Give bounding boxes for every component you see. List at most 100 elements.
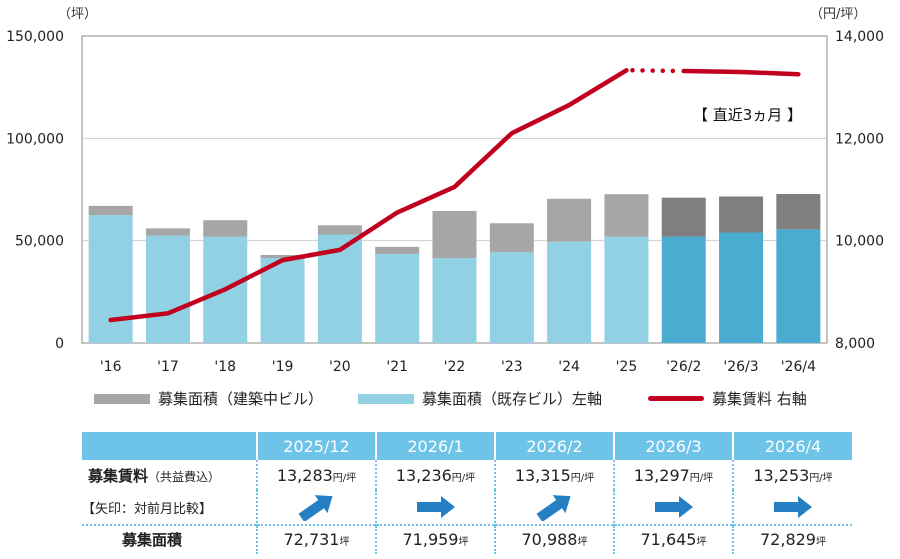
legend-swatch-construction (94, 393, 150, 404)
x-tick-label: '22 (444, 359, 466, 375)
legend-item-existing: 募集面積（既存ビル）左軸 (358, 388, 602, 409)
trend-arrow-icon (774, 496, 812, 519)
arrow-shape (298, 495, 333, 522)
bar-existing (489, 251, 534, 343)
arrow-right-shape (654, 496, 693, 519)
area-value: 70,988 (521, 530, 578, 550)
rent-unit: 円/坪 (689, 472, 714, 484)
area-value-cell: 72,829坪 (732, 523, 852, 554)
bar-construction (489, 223, 534, 252)
arrow-shape (774, 496, 812, 519)
trend-arrow-icon (416, 496, 455, 519)
trend-arrow-cell (732, 490, 852, 525)
trend-arrow-icon (536, 495, 571, 522)
bar-construction (719, 196, 764, 233)
rent-line-recent (681, 68, 801, 77)
area-label: 募集面積 (82, 523, 257, 554)
left-axis-unit: （坪） (58, 7, 97, 22)
area-value: 71,645 (640, 530, 697, 550)
bar-construction (547, 198, 592, 242)
chart: 0 50,000 100,000 150,000 8,000 10,000 12,000 14… (6, 7, 884, 375)
bars (88, 194, 821, 343)
x-tick-label: '21 (386, 359, 408, 375)
legend-label-rent: 募集賃料 右軸 (712, 390, 807, 408)
bar-construction (203, 220, 248, 237)
rent-line (108, 68, 801, 323)
rent-value: 13,236 (395, 465, 452, 485)
bar-construction (145, 228, 190, 236)
x-tick-label: '25 (616, 359, 638, 375)
month-header: 2026/3 (613, 432, 733, 461)
bar-construction (317, 225, 362, 235)
bar-construction (260, 254, 305, 259)
right-tick-label: 10,000 (835, 234, 884, 250)
rent-label: 募集賃料（共益費込） (82, 460, 257, 490)
area-value-cell: 71,959坪 (375, 523, 495, 554)
bar-existing (88, 215, 133, 343)
x-tick-label: '26/4 (781, 359, 816, 375)
right-tick-label: 14,000 (835, 29, 884, 45)
area-value-cell: 72,731坪 (256, 523, 376, 554)
bar-existing (776, 229, 821, 343)
rent-value-cell: 13,315円/坪 (494, 460, 614, 491)
legend-label-construction: 募集面積（建築中ビル） (158, 390, 324, 408)
area-unit: 坪 (815, 537, 826, 549)
trend-arrow-cell (256, 490, 376, 525)
right-tick-label: 8,000 (835, 336, 875, 352)
x-tick-label: '18 (214, 359, 236, 375)
rent-value-cell: 13,283円/坪 (256, 460, 376, 491)
arrow-label-text: 【矢印：対前月比較】 (82, 501, 213, 517)
trend-arrow-icon (654, 496, 693, 519)
area-value: 72,731 (283, 530, 340, 550)
bar-construction (375, 246, 420, 254)
rent-value-cell: 13,236円/坪 (375, 460, 495, 491)
rent-value: 13,253 (753, 465, 810, 485)
arrow-up-right-shape (536, 495, 571, 522)
arrow-row: 【矢印：対前月比較】 (82, 490, 852, 525)
rent-value: 13,297 (633, 465, 690, 485)
bar-existing (260, 258, 305, 343)
area-unit: 坪 (458, 537, 469, 549)
arrow-shape (536, 495, 571, 522)
legend-swatch-existing (358, 393, 414, 404)
bar-construction (661, 197, 706, 237)
bar-existing (432, 258, 477, 343)
trend-arrow-cell (375, 490, 495, 525)
x-tick-label: '16 (100, 359, 122, 375)
rent-value-cell: 13,297円/坪 (613, 460, 733, 491)
area-unit: 坪 (339, 537, 350, 549)
trend-arrow-cell (494, 490, 614, 525)
axes: 0 50,000 100,000 150,000 8,000 10,000 12,000 14… (6, 29, 884, 375)
arrow-right-shape (774, 496, 812, 519)
bar-existing (547, 241, 592, 343)
arrow-shape (654, 496, 693, 519)
bar-construction (604, 194, 649, 237)
bar-existing (719, 232, 764, 343)
rent-row: 募集賃料（共益費込） 13,283円/坪 13,236円/坪 13,315円/坪… (82, 460, 852, 491)
bar-existing (661, 236, 706, 343)
trend-arrow-cell (613, 490, 733, 525)
bar-construction (432, 210, 477, 259)
legend: 募集面積（建築中ビル） 募集面積（既存ビル）左軸 募集賃料 右軸 (0, 388, 900, 412)
arrow-shape (416, 496, 455, 519)
annotation-recent: 【 直近3ヵ月 】 (693, 106, 802, 124)
rent-unit: 円/坪 (451, 472, 476, 484)
x-tick-label: '19 (272, 359, 294, 375)
rent-sub-label: （共益費込） (148, 469, 221, 484)
rent-value: 13,315 (514, 465, 571, 485)
bar-existing (604, 236, 649, 343)
area-unit: 坪 (696, 537, 707, 549)
x-tick-label: '26/2 (666, 359, 701, 375)
rent-label-text: 募集賃料 (88, 466, 149, 485)
area-row: 募集面積 72,731坪 71,959坪 70,988坪 71,645坪 72,… (82, 523, 852, 554)
rent-unit: 円/坪 (570, 472, 595, 484)
month-header: 2025/12 (256, 432, 376, 461)
rent-value-cell: 13,253円/坪 (732, 460, 852, 491)
bar-construction (776, 194, 821, 230)
x-tick-label: '23 (501, 359, 523, 375)
left-tick-label: 50,000 (15, 234, 64, 250)
x-tick-label: '17 (157, 359, 179, 375)
bar-existing (145, 235, 190, 343)
legend-item-rent: 募集賃料 右軸 (648, 388, 807, 409)
bar-construction (88, 205, 133, 216)
